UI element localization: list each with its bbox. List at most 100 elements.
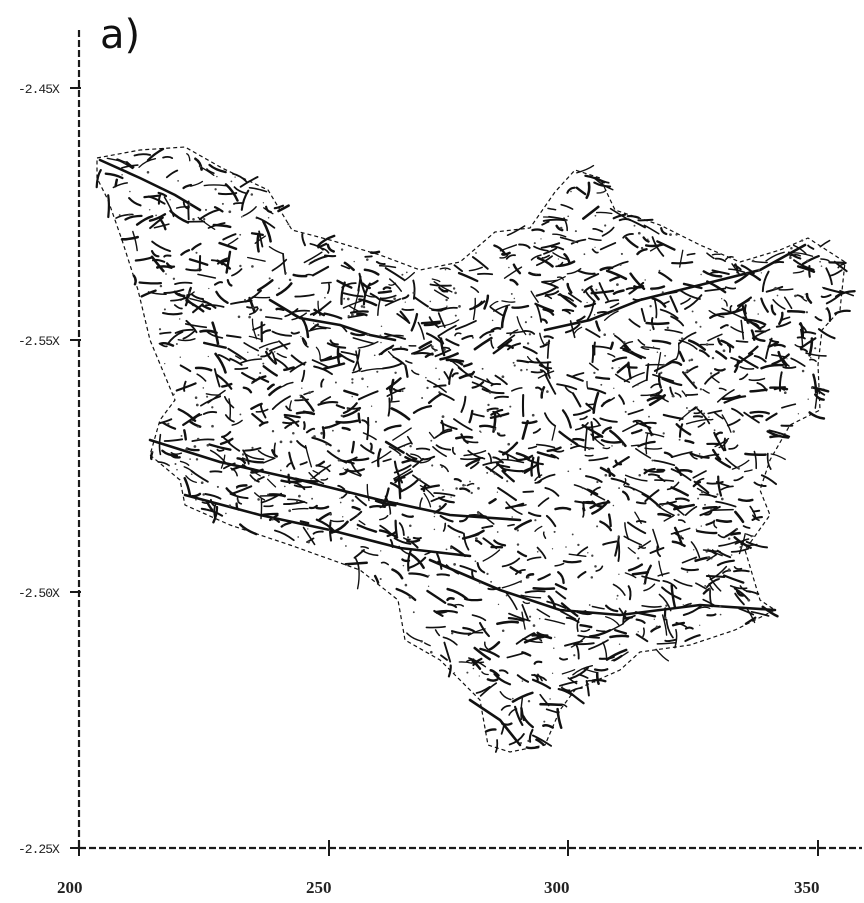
stream-segment: [583, 285, 593, 294]
stream-segment: [539, 332, 546, 347]
channel-dot: [757, 268, 760, 271]
stream-segment: [501, 469, 515, 483]
stream-segment: [595, 376, 611, 380]
channel-dot: [179, 356, 181, 358]
stream-segment: [790, 357, 806, 367]
channel-dot: [546, 390, 549, 393]
stream-segment: [278, 340, 288, 350]
channel-dot: [588, 604, 591, 606]
stream-segment: [462, 532, 470, 551]
stream-segment: [807, 244, 815, 250]
stream-segment: [200, 507, 224, 517]
stream-segment: [355, 350, 361, 372]
stream-segment: [258, 421, 269, 427]
channel-dot: [455, 487, 458, 490]
stream-segment: [599, 466, 616, 477]
stream-segment: [182, 183, 193, 190]
stream-segment: [542, 723, 554, 729]
stream-segment: [769, 386, 789, 391]
stream-segment: [183, 476, 192, 497]
stream-segment: [690, 406, 698, 412]
stream-segment: [474, 539, 483, 545]
stream-segment: [497, 486, 517, 502]
stream-segment: [706, 613, 717, 617]
stream-segment: [628, 281, 645, 295]
channel-dot: [800, 239, 804, 242]
stream-segment: [222, 233, 237, 241]
stream-segment: [684, 505, 698, 516]
stream-segment: [698, 349, 710, 358]
stream-segment: [752, 514, 760, 522]
channel-dot: [583, 253, 586, 256]
stream-segment: [468, 266, 483, 272]
channel-dot: [351, 381, 354, 384]
stream-segment: [541, 254, 550, 259]
channel-dot: [587, 552, 589, 554]
stream-segment: [369, 442, 373, 451]
stream-segment: [120, 235, 139, 241]
stream-segment: [739, 373, 749, 381]
stream-segment: [470, 286, 480, 293]
stream-segment: [251, 318, 258, 340]
stream-segment: [714, 368, 726, 372]
stream-segment: [403, 537, 411, 541]
stream-segment: [236, 496, 243, 505]
channel-dot: [409, 444, 412, 448]
channel-dot: [301, 387, 303, 389]
stream-segment: [225, 487, 237, 497]
channel-dot: [801, 369, 805, 373]
channel-dot: [661, 291, 664, 294]
stream-segment: [496, 620, 520, 626]
stream-segment: [670, 360, 683, 366]
channel-dot: [586, 301, 588, 304]
channel-dot: [271, 430, 275, 433]
channel-dot: [446, 305, 448, 308]
stream-segment: [439, 464, 449, 473]
channel-dot: [429, 300, 432, 303]
stream-segment: [778, 311, 784, 326]
stream-segment: [679, 249, 684, 268]
channel-dot: [440, 465, 444, 469]
stream-segment: [584, 427, 588, 452]
stream-segment: [461, 334, 474, 340]
stream-segment: [419, 458, 432, 464]
stream-segment: [744, 469, 753, 473]
stream-segment: [304, 445, 313, 468]
channel-dot: [399, 453, 402, 457]
stream-segment: [661, 586, 682, 601]
stream-segment: [594, 176, 610, 184]
stream-segment: [422, 483, 428, 493]
stream-segment: [227, 347, 247, 362]
channel-dot: [228, 504, 232, 507]
stream-segment: [163, 288, 185, 294]
stream-segment: [507, 523, 515, 527]
channel-dot: [283, 524, 285, 527]
stream-segment: [528, 728, 534, 743]
stream-segment: [393, 470, 414, 482]
stream-segment: [799, 337, 817, 350]
stream-segment: [730, 326, 745, 334]
stream-segment: [607, 352, 616, 358]
stream-segment: [714, 257, 727, 263]
stream-segment: [695, 582, 707, 590]
stream-segment: [408, 572, 429, 578]
channel-dot: [366, 258, 369, 261]
channel-dot: [376, 370, 379, 373]
stream-segment: [500, 723, 505, 735]
stream-segment: [299, 461, 308, 466]
channel-dot: [680, 337, 684, 340]
stream-segment: [342, 292, 364, 298]
stream-segment: [263, 504, 274, 508]
stream-segment: [671, 540, 686, 548]
stream-segment: [163, 254, 172, 258]
channel-dot: [694, 321, 698, 324]
channel-dot: [257, 478, 260, 480]
stream-segment: [736, 296, 753, 307]
channel-dot: [688, 603, 691, 606]
stream-segment: [177, 408, 197, 423]
stream-segment: [390, 407, 411, 421]
stream-segment: [535, 286, 557, 297]
channel-dot: [613, 387, 615, 389]
stream-segment: [256, 279, 274, 292]
stream-segment: [576, 315, 586, 322]
